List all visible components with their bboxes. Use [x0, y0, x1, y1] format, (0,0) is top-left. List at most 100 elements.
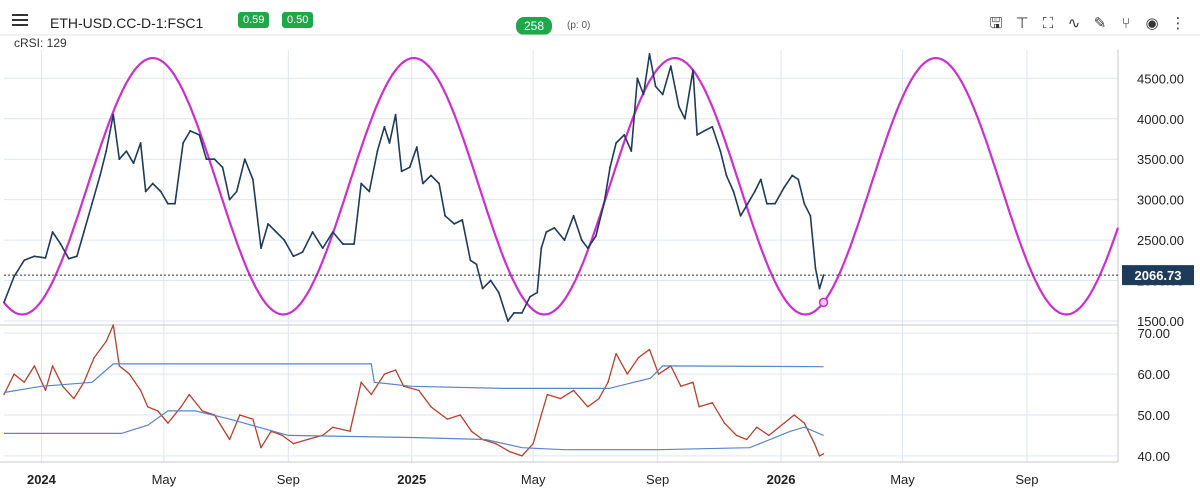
crsi-point	[657, 373, 660, 375]
crsi-point	[180, 406, 182, 408]
crsi-point	[637, 357, 640, 359]
toolbar-icons: 🖫 ⊤ ⛶ ∿ ✎ ⑂ ◉ ⋮	[988, 15, 1186, 31]
chart-header: ETH-USD.CC-D-1:FSC1 0.59 0.50 258 (p: 0)…	[0, 0, 1200, 50]
crsi-point	[680, 385, 682, 388]
price-point	[112, 113, 115, 116]
crsi-point	[793, 414, 795, 416]
crsi-point	[139, 389, 142, 392]
price-point	[677, 105, 680, 108]
crsi-point	[112, 324, 114, 326]
price-point	[783, 186, 786, 189]
crsi-point	[370, 393, 372, 396]
price-point	[415, 146, 418, 148]
price-point	[654, 85, 657, 88]
indicator-tick-label: 40.00	[1137, 449, 1170, 464]
menu-icon[interactable]	[12, 14, 28, 26]
price-point	[189, 129, 192, 132]
price-point	[540, 247, 543, 250]
price-point	[301, 251, 304, 254]
price-point	[283, 239, 286, 241]
price-point	[267, 222, 269, 225]
save-icon[interactable]: 🖫	[989, 14, 1003, 32]
price-point	[506, 320, 509, 322]
crsi-point	[735, 434, 738, 437]
eye-icon[interactable]: ◉	[1145, 14, 1159, 32]
crsi-point	[813, 442, 816, 445]
crsi-point	[459, 414, 462, 416]
price-point	[376, 150, 379, 153]
crsi-point	[61, 385, 64, 388]
crsi-point	[306, 438, 309, 441]
crsi-point	[495, 442, 497, 445]
price-point	[481, 287, 484, 290]
price-point	[292, 255, 295, 258]
price-point	[818, 287, 821, 290]
price-point	[75, 255, 78, 258]
crsi-point	[51, 365, 54, 367]
price-point	[774, 202, 776, 205]
price-point	[814, 267, 817, 270]
price-point	[669, 65, 672, 68]
price-point	[739, 214, 742, 217]
crsi-point	[146, 406, 149, 408]
price-tick-label: 2500.00	[1137, 233, 1184, 248]
price-point	[23, 259, 26, 262]
price-point	[746, 202, 749, 205]
crsi-point	[360, 381, 362, 383]
price-point	[438, 182, 440, 185]
fullscreen-icon[interactable]: ⛶	[1042, 14, 1054, 32]
symbol-title[interactable]: ETH-USD.CC-D-1:FSC1	[50, 15, 204, 31]
price-point	[125, 150, 128, 153]
crsi-point	[711, 402, 713, 404]
crsi-point	[559, 397, 562, 400]
crsi-point	[13, 373, 15, 375]
x-tick-label: May	[890, 472, 915, 487]
price-point	[182, 142, 184, 144]
pin-icon[interactable]: ⊤	[1015, 14, 1029, 32]
price-point	[732, 190, 735, 193]
price-point	[67, 257, 70, 260]
crsi-point	[292, 442, 295, 445]
price-point	[692, 69, 694, 72]
price-point	[311, 231, 314, 233]
price-tick-label: 3500.00	[1137, 152, 1184, 167]
price-point	[252, 178, 254, 181]
price-point	[630, 150, 633, 153]
price-point	[580, 239, 583, 241]
crsi-point	[670, 365, 672, 367]
last-price-label: 2066.73	[1135, 268, 1182, 283]
price-point	[144, 190, 147, 193]
price-point	[521, 311, 523, 314]
crsi-point	[546, 393, 549, 396]
crsi-point	[322, 434, 324, 437]
x-tick-label: 2024	[27, 472, 57, 487]
price-point	[725, 174, 728, 177]
crsi-point	[540, 414, 542, 416]
price-point	[243, 158, 246, 161]
crsi-point	[521, 455, 523, 457]
price-point	[529, 295, 532, 298]
crsi-point	[349, 430, 351, 433]
cycle-marker[interactable]	[818, 297, 829, 308]
crsi-point	[281, 434, 283, 437]
more-icon[interactable]: ⋮	[1170, 14, 1186, 32]
trend-icon[interactable]: ∿	[1067, 14, 1081, 32]
fork-icon[interactable]: ⑂	[1121, 14, 1131, 32]
crsi-point	[383, 373, 386, 375]
crsi-point	[44, 389, 47, 392]
price-point	[703, 129, 706, 132]
crsi-point	[803, 422, 806, 424]
draw-icon[interactable]: ✎	[1093, 14, 1107, 32]
price-point	[453, 222, 456, 225]
x-tick-label: Sep	[646, 472, 669, 487]
crsi-point	[822, 453, 825, 455]
crsi-point	[167, 422, 169, 424]
crsi-point	[607, 381, 609, 383]
price-point	[59, 243, 62, 246]
price-point	[360, 182, 363, 185]
price-tick-label: 4500.00	[1137, 71, 1184, 86]
price-point	[353, 243, 355, 246]
price-point	[383, 125, 386, 128]
price-point	[661, 93, 664, 96]
crsi-point	[418, 389, 420, 392]
